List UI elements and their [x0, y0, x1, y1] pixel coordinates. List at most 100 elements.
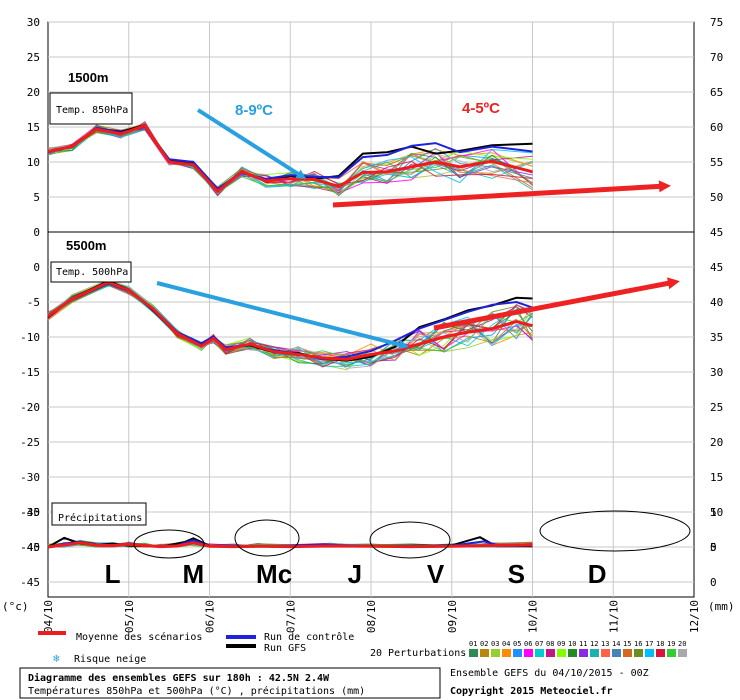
- y-tick-left: -20: [20, 401, 40, 414]
- x-tick-label: 09/10: [446, 600, 459, 633]
- y-tick-right: 35: [710, 331, 723, 344]
- ensemble-member-line: [47, 278, 533, 369]
- legend-gfs-label: Run GFS: [264, 643, 306, 654]
- perturbation-number: 18: [656, 640, 664, 648]
- y-tick-right: 15: [710, 471, 723, 484]
- t850-label-box: [49, 92, 133, 125]
- blue-arrow-850: [196, 108, 307, 180]
- footer-subtitle: Températures 850hPa et 500hPa (°C) , pré…: [28, 685, 365, 697]
- perturbation-number: 10: [568, 640, 576, 648]
- perturbation-swatch: [590, 649, 599, 657]
- ensemble-member-line: [47, 128, 533, 197]
- right-unit: (mm): [708, 600, 735, 613]
- perturbation-number: 12: [590, 640, 598, 648]
- level-5500m: 5500m: [66, 238, 106, 253]
- y-tick-left: 0: [33, 261, 40, 274]
- y-tick-left: -40: [20, 541, 40, 554]
- perturbation-swatch: [480, 649, 489, 657]
- legend-snow-label: Risque neige: [74, 654, 146, 665]
- footer-run: Ensemble GEFS du 04/10/2015 - 00Z: [450, 668, 649, 679]
- t500-label: Temp. 500hPa: [56, 267, 128, 278]
- y-tick-left: -5: [27, 296, 40, 309]
- perturbation-number: 09: [557, 640, 565, 648]
- y-tick-right: 0: [710, 541, 717, 554]
- y-tick-right: 60: [710, 121, 723, 134]
- footer-title: Diagramme des ensembles GEFS sur 180h : …: [28, 672, 330, 684]
- main-series: [47, 123, 533, 549]
- perturbation-swatch: [645, 649, 654, 657]
- footer: Diagramme des ensembles GEFS sur 180h : …: [19, 667, 649, 699]
- y-tick-right: 70: [710, 51, 723, 64]
- ellipse-saturday-sunday: [539, 510, 691, 552]
- perturbation-swatch: [667, 649, 676, 657]
- t500-mean-line: [47, 280, 533, 361]
- y-tick-right: 30: [710, 366, 723, 379]
- x-tick-label: 10/10: [527, 600, 540, 633]
- perturbation-swatch: [557, 649, 566, 657]
- perturbation-number: 06: [524, 640, 532, 648]
- annotation-4-5c: 4-5ºC: [462, 100, 500, 117]
- precip-label: Précipitations: [58, 512, 142, 524]
- perturbation-number: 01: [469, 640, 477, 648]
- t850-label: Temp. 850hPa: [56, 105, 128, 116]
- perturbation-number: 07: [535, 640, 543, 648]
- legend-mean-swatch: [38, 631, 66, 635]
- y-tick-labels: 302520151050757065605550450-5-10-15-20-2…: [20, 16, 723, 589]
- y-tick-left: 15: [27, 121, 40, 134]
- y-tick-right: 5: [710, 541, 717, 554]
- perturbation-swatch: [568, 649, 577, 657]
- day-label: V: [427, 559, 445, 589]
- perturbation-swatch: [656, 649, 665, 657]
- day-label: J: [348, 559, 362, 589]
- y-tick-left: 30: [27, 16, 40, 29]
- y-tick-right: 65: [710, 86, 723, 99]
- perturbation-swatch: [601, 649, 610, 657]
- y-tick-left: -45: [20, 576, 40, 589]
- footer-copyright: Copyright 2015 Meteociel.fr: [450, 685, 613, 697]
- perturbation-number: 02: [480, 640, 488, 648]
- y-tick-right: 5: [710, 506, 717, 519]
- perturbation-swatch: [524, 649, 533, 657]
- perturbation-swatch: [612, 649, 621, 657]
- y-tick-left: -10: [20, 331, 40, 344]
- perturbation-swatch: [469, 649, 478, 657]
- day-letters: L M Mc J V S D: [105, 559, 607, 589]
- legend-control-label: Run de contrôle: [264, 631, 354, 643]
- y-tick-left: -30: [20, 471, 40, 484]
- t500-label-box: [50, 261, 132, 283]
- level-1500m: 1500m: [68, 70, 108, 85]
- y-tick-right: 0: [710, 576, 717, 589]
- y-tick-right: 75: [710, 16, 723, 29]
- perturbation-swatch: [546, 649, 555, 657]
- ellipse-tuesday: [234, 519, 300, 557]
- y-tick-right: 55: [710, 156, 723, 169]
- perturbation-swatches: 01 02 03 04 05 06 07 08 09 10 11 12 13 14 15 16 17 18 19 20: [469, 640, 687, 657]
- perturbation-number: 04: [502, 640, 510, 648]
- day-label: D: [588, 559, 607, 589]
- perturbation-number: 19: [667, 640, 675, 648]
- perturbation-number: 11: [579, 640, 587, 648]
- y-tick-right: 50: [710, 191, 723, 204]
- day-ellipses: [133, 510, 691, 559]
- ellipse-monday: [133, 529, 205, 559]
- perturbation-number: 14: [612, 640, 620, 648]
- precip-mean-line: [47, 541, 533, 549]
- perturbation-number: 08: [546, 640, 554, 648]
- perturbation-number: 05: [513, 640, 521, 648]
- day-label: Mc: [256, 559, 292, 589]
- x-tick-label: 11/10: [607, 600, 620, 633]
- y-tick-left: 25: [27, 51, 40, 64]
- perturbation-number: 15: [623, 640, 631, 648]
- y-tick-left: 5: [33, 191, 40, 204]
- day-label: S: [508, 559, 525, 589]
- y-tick-right: 45: [710, 261, 723, 274]
- footer-box: [19, 667, 441, 699]
- y-tick-left: -45: [20, 541, 40, 554]
- day-label: L: [105, 559, 121, 589]
- legend: Moyenne des scénarios Run de contrôle Ru…: [38, 631, 687, 665]
- x-tick-label: 08/10: [365, 600, 378, 633]
- snowflake-icon: ❄: [53, 652, 60, 665]
- perturbation-number: 20: [678, 640, 686, 648]
- box-labels: Temp. 850hPa Temp. 500hPa Précipitations: [49, 92, 147, 526]
